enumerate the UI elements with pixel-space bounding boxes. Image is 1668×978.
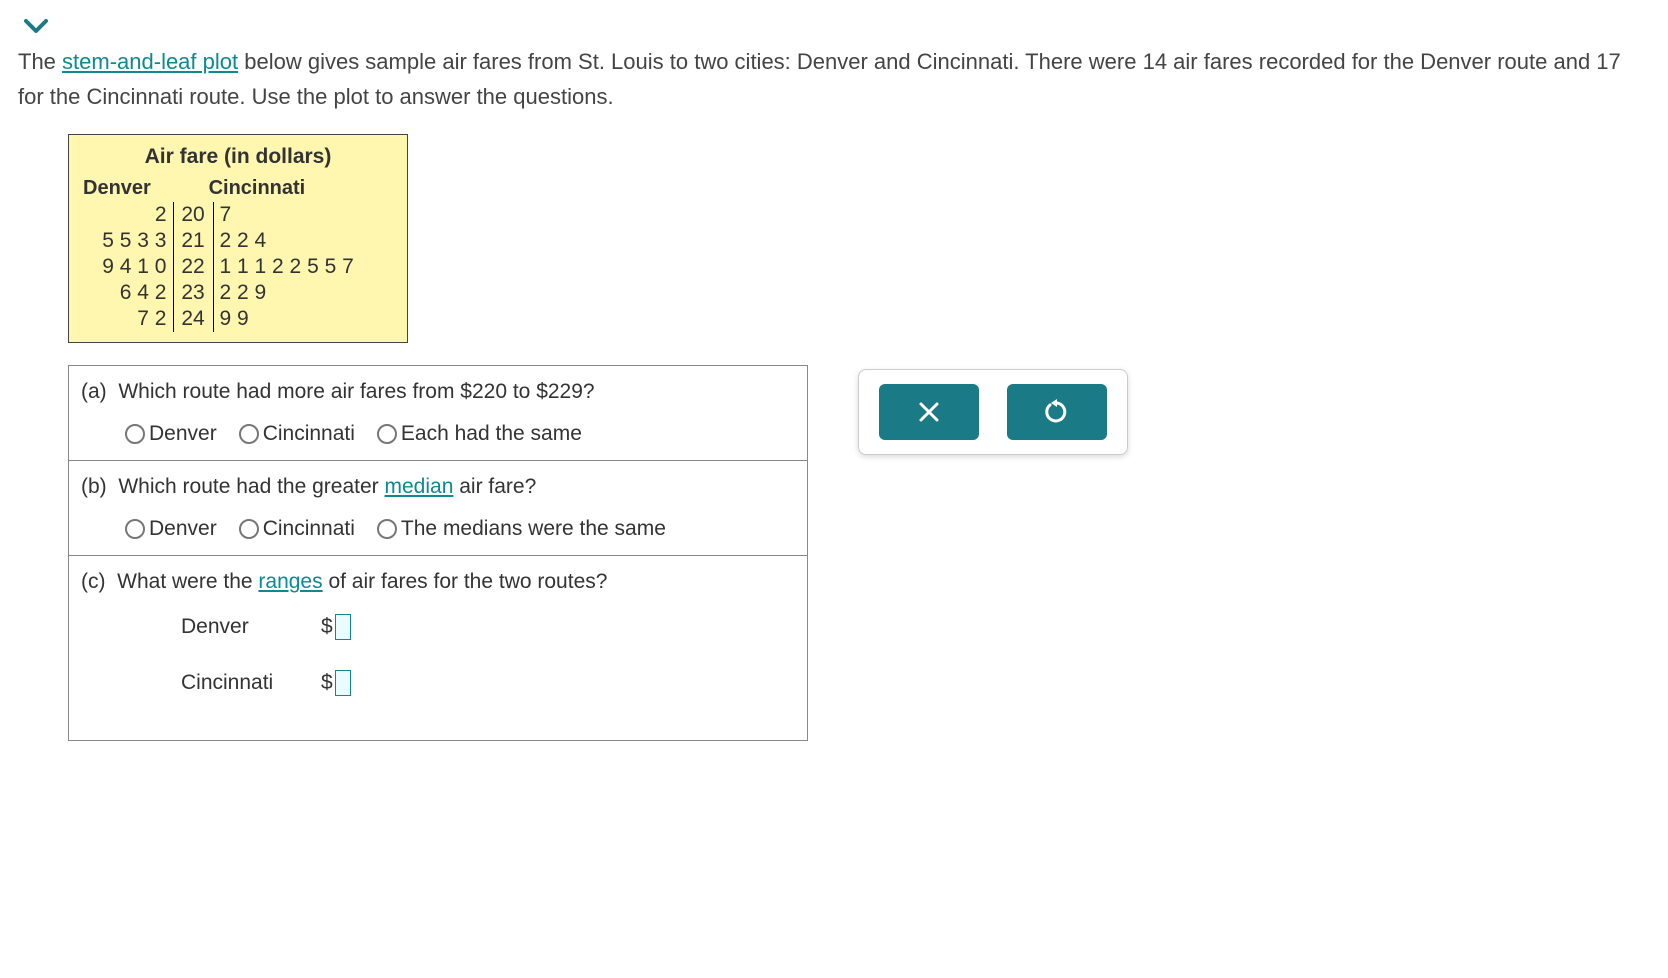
- leaf-left: 7 2: [83, 306, 173, 332]
- range-input-denver[interactable]: [335, 614, 351, 640]
- intro-mid1: below gives sample air fares from St. Lo…: [238, 49, 1142, 74]
- intro-n-denver: 14: [1143, 49, 1167, 74]
- radio-denver[interactable]: Denver: [125, 517, 217, 541]
- median-link[interactable]: median: [385, 475, 454, 498]
- leaf-left: 5 5 3 3: [83, 228, 173, 254]
- stem-leaf-table: 2207 5 5 3 3212 2 4 9 4 1 0221 1 1 2 2 5…: [83, 202, 393, 332]
- range-input-cincinnati[interactable]: [335, 670, 351, 696]
- radio-icon: [125, 424, 145, 444]
- q-text-post: of air fares for the two routes?: [323, 570, 608, 593]
- undo-icon: [1043, 398, 1071, 426]
- range-label: Cincinnati: [181, 671, 321, 695]
- intro-n-cinc: 17: [1596, 49, 1620, 74]
- table-row: 7 2249 9: [83, 306, 393, 332]
- reset-button[interactable]: [1007, 384, 1107, 440]
- intro-prefix: The: [18, 49, 62, 74]
- q-text-pre: What were the: [117, 570, 258, 593]
- radio-label: Cincinnati: [263, 422, 355, 446]
- dollar-sign: $: [321, 615, 333, 639]
- radio-icon: [125, 519, 145, 539]
- stem-leaf-plot: Air fare (in dollars) Denver Cincinnati …: [68, 134, 408, 343]
- radio-icon: [377, 424, 397, 444]
- radio-label: Denver: [149, 517, 217, 541]
- intro-text: The stem-and-leaf plot below gives sampl…: [18, 44, 1650, 114]
- stem-cell: 23: [173, 280, 213, 306]
- radio-label: The medians were the same: [401, 517, 666, 541]
- expand-toggle[interactable]: [18, 12, 54, 40]
- question-c: (c) What were the ranges of air fares fo…: [69, 556, 807, 740]
- ranges-link[interactable]: ranges: [258, 570, 322, 593]
- q-label: (b): [81, 475, 107, 498]
- leaf-right: 1 1 1 2 2 5 5 7: [213, 254, 393, 280]
- leaf-right: 2 2 4: [213, 228, 393, 254]
- leaf-left: 6 4 2: [83, 280, 173, 306]
- table-row: 9 4 1 0221 1 1 2 2 5 5 7: [83, 254, 393, 280]
- q-text: Which route had more air fares from $220…: [118, 380, 594, 403]
- radio-same[interactable]: Each had the same: [377, 422, 582, 446]
- plot-header-right: Cincinnati: [209, 177, 306, 200]
- q-label: (c): [81, 570, 106, 593]
- question-a: (a) Which route had more air fares from …: [69, 366, 807, 461]
- plot-header-left: Denver: [83, 177, 203, 200]
- intro-suffix: for the Cincinnati route. Use the plot t…: [18, 84, 614, 109]
- clear-button[interactable]: [879, 384, 979, 440]
- radio-label: Each had the same: [401, 422, 582, 446]
- radio-label: Cincinnati: [263, 517, 355, 541]
- question-b: (b) Which route had the greater median a…: [69, 461, 807, 556]
- x-icon: [916, 399, 942, 425]
- stem-leaf-link[interactable]: stem-and-leaf plot: [62, 49, 238, 74]
- leaf-left: 2: [83, 202, 173, 228]
- leaf-right: 9 9: [213, 306, 393, 332]
- radio-icon: [239, 424, 259, 444]
- q-label: (a): [81, 380, 107, 403]
- plot-title: Air fare (in dollars): [83, 145, 393, 169]
- stem-cell: 22: [173, 254, 213, 280]
- radio-denver[interactable]: Denver: [125, 422, 217, 446]
- range-label: Denver: [181, 615, 321, 639]
- radio-cincinnati[interactable]: Cincinnati: [239, 517, 355, 541]
- table-row: 6 4 2232 2 9: [83, 280, 393, 306]
- question-box: (a) Which route had more air fares from …: [68, 365, 808, 741]
- table-row: 5 5 3 3212 2 4: [83, 228, 393, 254]
- radio-same[interactable]: The medians were the same: [377, 517, 666, 541]
- radio-label: Denver: [149, 422, 217, 446]
- leaf-right: 2 2 9: [213, 280, 393, 306]
- q-text-pre: Which route had the greater: [118, 475, 384, 498]
- table-row: 2207: [83, 202, 393, 228]
- intro-mid2: air fares recorded for the Denver route …: [1167, 49, 1596, 74]
- radio-icon: [377, 519, 397, 539]
- stem-cell: 20: [173, 202, 213, 228]
- action-button-panel: [858, 369, 1128, 455]
- dollar-sign: $: [321, 671, 333, 695]
- stem-cell: 21: [173, 228, 213, 254]
- q-text-post: air fare?: [453, 475, 536, 498]
- leaf-left: 9 4 1 0: [83, 254, 173, 280]
- stem-cell: 24: [173, 306, 213, 332]
- radio-cincinnati[interactable]: Cincinnati: [239, 422, 355, 446]
- range-denver: Denver $: [181, 614, 795, 640]
- leaf-right: 7: [213, 202, 393, 228]
- range-cincinnati: Cincinnati $: [181, 670, 795, 696]
- radio-icon: [239, 519, 259, 539]
